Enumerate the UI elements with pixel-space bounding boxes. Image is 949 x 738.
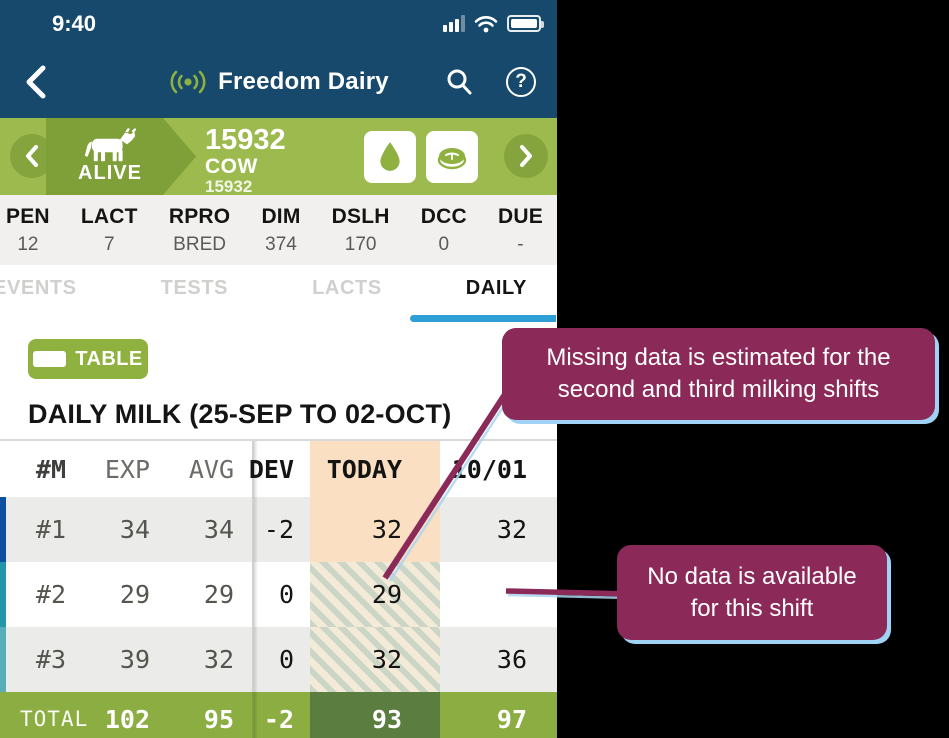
clock: 9:40 — [52, 10, 97, 36]
milk-withhold-button[interactable] — [364, 131, 416, 183]
search-button[interactable] — [437, 60, 481, 104]
total-label: TOTAL — [20, 707, 89, 731]
milk-droplet-icon — [380, 142, 400, 171]
today-cell: 32 — [310, 497, 440, 562]
beef-withhold-button[interactable] — [426, 131, 478, 183]
table-row: #2 29 29 0 29 — [0, 562, 557, 627]
table-header-row: #M EXP AVG DEV TODAY 10/01 — [0, 441, 557, 497]
shift2-color-strip — [0, 562, 6, 627]
tab-lacts[interactable]: LACTS — [312, 276, 382, 299]
callout-text: No data is available for this shift — [647, 562, 857, 622]
animal-stats-strip: PEN 12 LACT 7 RPRO BRED DIM 374 DSLH 170… — [0, 195, 557, 265]
page-title: Freedom Dairy — [218, 67, 389, 95]
next-animal-button[interactable] — [504, 134, 548, 178]
empty-shift-cell — [440, 562, 557, 627]
search-icon — [447, 69, 472, 94]
status-badge: ALIVE — [46, 118, 196, 195]
app-header: Freedom Dairy ? — [0, 45, 557, 118]
wifi-icon — [474, 15, 498, 32]
animal-sub-id: 15932 — [205, 176, 253, 196]
animal-banner: ALIVE 15932 COW 15932 — [0, 118, 557, 196]
status-bar: 9:40 — [0, 0, 557, 45]
table-view-icon — [33, 351, 67, 367]
chevron-right-icon — [520, 145, 532, 167]
col-header-dev: DEV — [248, 454, 294, 484]
frozen-column-divider — [252, 441, 258, 497]
tab-events[interactable]: EVENTS — [0, 276, 77, 299]
callout-missing-data-estimated: Missing data is estimated for the second… — [502, 328, 935, 420]
animal-identity: 15932 COW 15932 — [205, 125, 286, 196]
today-cell-estimated: 32 — [310, 627, 440, 692]
detail-tabs: EVENTS TESTS LACTS DAILY — [0, 265, 557, 325]
phone-screen: 9:40 — [0, 0, 557, 738]
col-header-m: #M — [35, 454, 66, 484]
table-row: #3 39 32 0 32 36 — [0, 627, 557, 692]
shift1-color-strip — [0, 497, 6, 562]
shift3-color-strip — [0, 627, 6, 692]
col-header-today: TODAY — [310, 441, 440, 497]
stat-lact: LACT 7 — [80, 204, 138, 255]
table-view-toggle-button[interactable]: TABLE — [28, 339, 148, 379]
back-chevron-icon — [26, 65, 46, 98]
animal-species: COW — [205, 154, 258, 178]
stat-dim: DIM 374 — [261, 204, 301, 255]
alive-status-label: ALIVE — [78, 162, 142, 184]
stat-due: DUE - — [497, 204, 543, 255]
cow-icon — [84, 128, 137, 162]
table-row: #1 34 34 -2 32 32 — [0, 497, 557, 562]
battery-icon — [507, 15, 544, 32]
daily-milk-table: #M EXP AVG DEV TODAY 10/01 #1 34 34 -2 3… — [0, 439, 557, 738]
callout-text: Missing data is estimated for the second… — [546, 344, 891, 403]
system-icons — [443, 15, 544, 33]
col-header-1001: 10/01 — [451, 454, 527, 484]
callout-no-data-available: No data is available for this shift — [617, 545, 887, 640]
section-title: DAILY MILK (25-SEP TO 02-OCT) — [28, 399, 452, 429]
header-actions: ? — [437, 60, 543, 104]
back-button[interactable] — [14, 60, 58, 104]
col-header-exp: EXP — [104, 454, 150, 484]
total-today-cell: 93 — [310, 692, 440, 738]
animal-id: 15932 — [205, 124, 286, 156]
stat-dcc: DCC 0 — [420, 204, 467, 255]
active-tab-indicator — [410, 315, 556, 322]
stat-pen: PEN 12 — [6, 204, 50, 255]
tab-daily[interactable]: DAILY — [465, 276, 527, 299]
table-total-row: TOTAL 102 95 -2 93 97 — [0, 692, 557, 738]
today-cell-estimated: 29 — [310, 562, 440, 627]
stat-rpro: RPRO BRED — [168, 204, 231, 255]
help-button[interactable]: ? — [499, 60, 543, 104]
stat-dslh: DSLH 170 — [331, 204, 390, 255]
col-header-avg: AVG — [188, 454, 234, 484]
steak-icon — [437, 148, 467, 170]
help-icon: ? — [506, 66, 536, 97]
tab-tests[interactable]: TESTS — [160, 276, 229, 299]
chevron-left-icon — [26, 145, 38, 167]
broadcast-icon — [170, 70, 206, 93]
cellular-signal-icon — [443, 15, 465, 32]
